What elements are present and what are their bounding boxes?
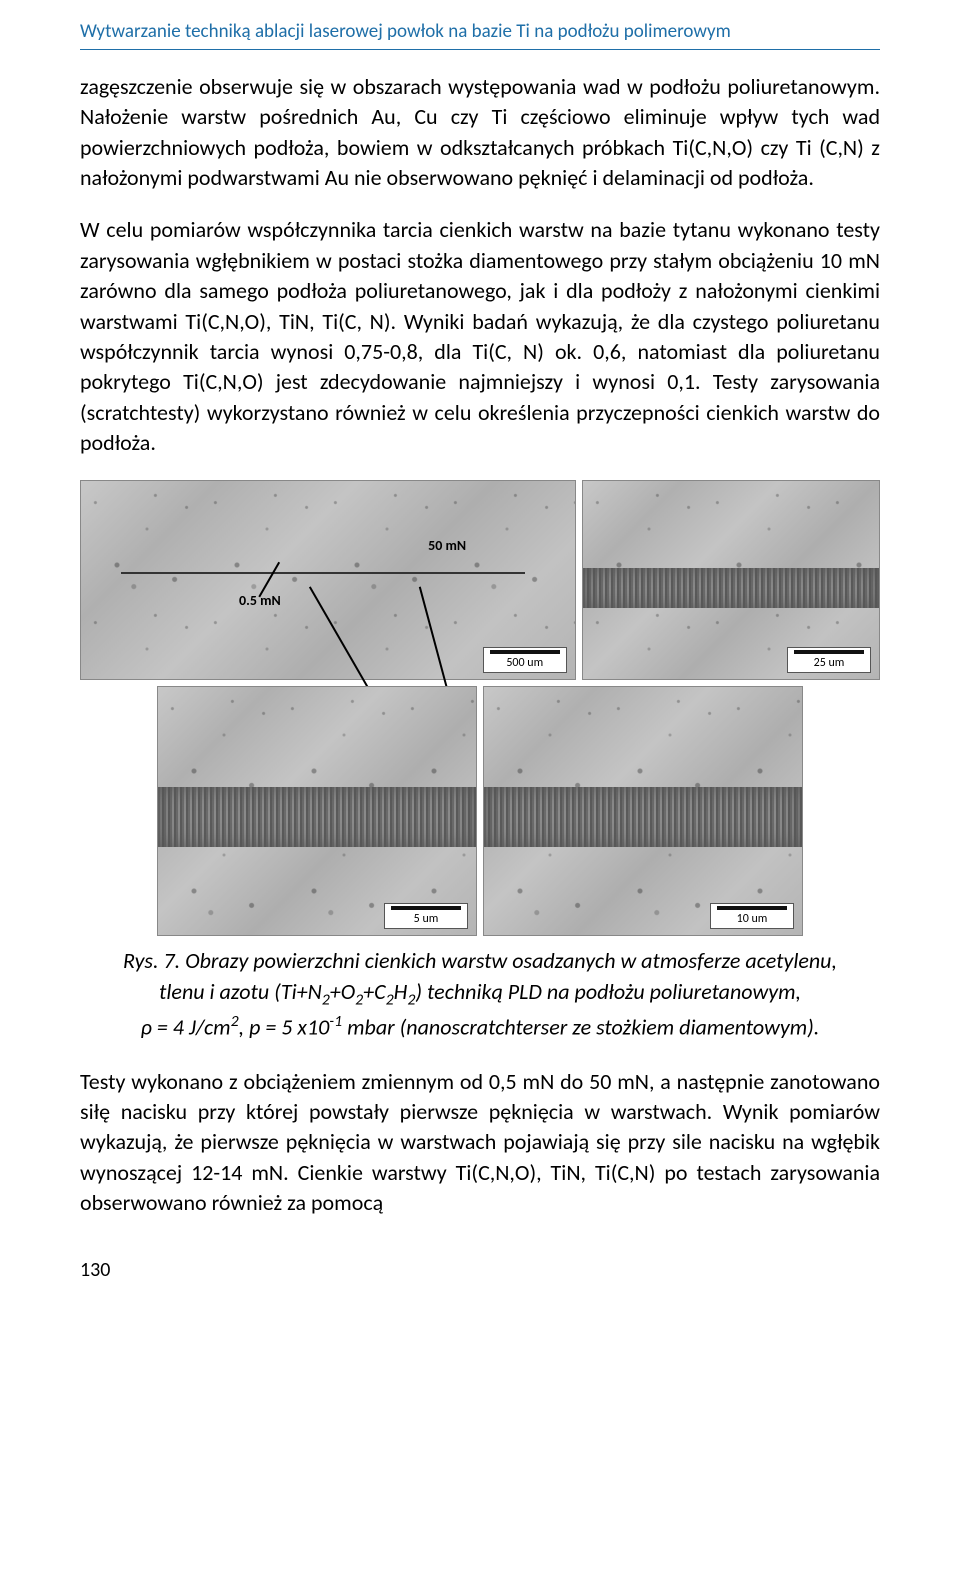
scratch-track-line xyxy=(121,572,526,574)
scalebar-text: 10 um xyxy=(737,912,768,926)
caption-line-3-post: mbar (nanoscratchterser ze stożkiem diam… xyxy=(342,1013,819,1040)
figure-7: 50 mN 0.5 mN 500 um 25 um xyxy=(80,480,880,936)
paragraph-2: W celu pomiarów współczynnika tarcia cie… xyxy=(80,215,880,458)
scalebar-500um: 500 um xyxy=(483,647,567,673)
superscript-neg1: -1 xyxy=(329,1012,342,1031)
caption-line-3-mid: , p = 5 x10 xyxy=(239,1013,330,1040)
scalebar-text: 500 um xyxy=(506,656,543,670)
scalebar-10um: 10 um xyxy=(710,903,794,929)
caption-line-3-pre: = 4 J/cm xyxy=(152,1013,231,1040)
caption-line-2-post: ) techniką PLD na podłożu poliuretanowym… xyxy=(415,978,801,1005)
scalebar-text: 5 um xyxy=(414,912,439,926)
superscript-2: 2 xyxy=(231,1012,239,1031)
page-number: 130 xyxy=(80,1258,880,1302)
load-label-50mn: 50 mN xyxy=(428,537,466,554)
scalebar-25um: 25 um xyxy=(787,647,871,673)
subscript-2: 2 xyxy=(386,990,394,1009)
running-header: Wytwarzanie techniką ablacji laserowej p… xyxy=(80,0,880,50)
paragraph-1: zagęszczenie obserwuje się w obszarach w… xyxy=(80,72,880,193)
sem-panel-c: 5 um xyxy=(157,686,477,936)
caption-line-2-m2: +C xyxy=(363,978,385,1005)
sem-panel-overview: 50 mN 0.5 mN 500 um xyxy=(80,480,576,680)
subscript-2: 2 xyxy=(322,990,330,1009)
scratch-band-b xyxy=(583,568,879,608)
subscript-2: 2 xyxy=(355,990,363,1009)
scalebar-text: 25 um xyxy=(814,656,845,670)
rho-symbol: ρ xyxy=(141,1013,152,1040)
figure-7-caption: Rys. 7. Obrazy powierzchni cienkich wars… xyxy=(80,946,880,1042)
scalebar-5um: 5 um xyxy=(384,903,468,929)
scratch-band-d xyxy=(484,787,802,847)
caption-line-2-m1: +O xyxy=(330,978,355,1005)
caption-line-2-pre: tlenu i azotu (Ti+N xyxy=(159,978,322,1005)
scratch-band-c xyxy=(158,787,476,847)
caption-line-1: Rys. 7. Obrazy powierzchni cienkich wars… xyxy=(123,947,837,974)
sem-panel-b: 25 um xyxy=(582,480,880,680)
caption-line-2-m3: H xyxy=(394,978,408,1005)
paragraph-3: Testy wykonano z obciążeniem zmiennym od… xyxy=(80,1067,880,1219)
sem-panel-d: 10 um xyxy=(483,686,803,936)
